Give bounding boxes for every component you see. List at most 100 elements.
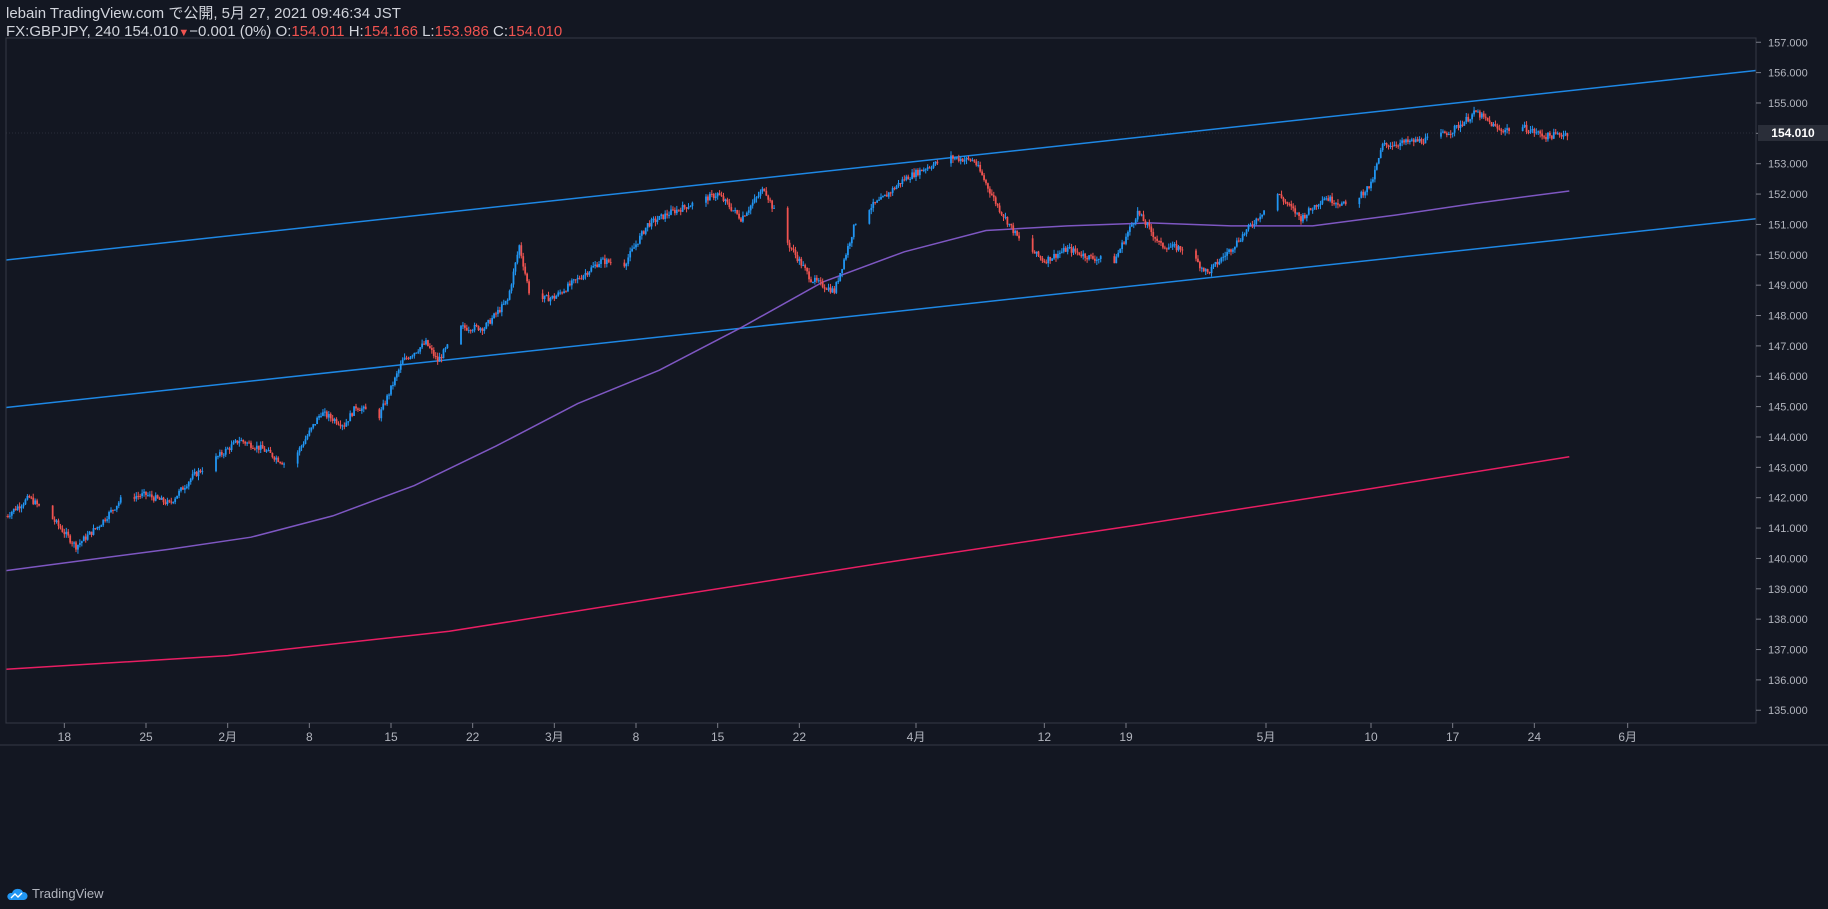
candle — [1218, 261, 1221, 265]
candle — [465, 327, 468, 331]
candle — [561, 292, 564, 294]
candle — [240, 440, 243, 442]
candle — [658, 216, 661, 220]
candle — [1115, 256, 1118, 264]
candle — [1051, 258, 1054, 261]
candle — [1261, 214, 1264, 217]
candle — [403, 357, 406, 360]
candle — [952, 155, 954, 159]
candle — [930, 167, 933, 169]
candle — [110, 509, 112, 513]
candle — [720, 195, 723, 197]
candle — [1010, 223, 1013, 226]
candle — [479, 328, 482, 331]
candle — [874, 201, 877, 203]
candle — [1391, 145, 1394, 147]
candle — [825, 288, 828, 290]
candle — [255, 445, 258, 449]
candle — [53, 519, 56, 522]
candle — [567, 283, 569, 292]
candle — [1202, 267, 1205, 272]
candle — [226, 448, 229, 450]
candle — [1383, 143, 1386, 145]
candle — [438, 356, 441, 362]
candle — [1167, 247, 1170, 250]
candle — [172, 501, 175, 503]
candle — [152, 497, 155, 501]
candle — [1531, 129, 1534, 131]
candle — [1552, 132, 1555, 139]
candle — [1097, 258, 1100, 260]
candle — [30, 497, 33, 499]
candle — [174, 498, 177, 502]
candle — [427, 340, 429, 346]
candle — [1095, 259, 1098, 261]
candle — [1311, 209, 1314, 211]
candle — [909, 178, 912, 180]
chart-header: lebain TradingView.com で公開, 5月 27, 2021 … — [6, 5, 562, 42]
candle — [827, 287, 830, 290]
candle — [386, 395, 389, 405]
y-tick-label: 144.000 — [1768, 432, 1808, 444]
x-tick-label: 2月 — [218, 730, 237, 744]
candle — [1078, 252, 1081, 255]
candle — [61, 528, 64, 533]
candle — [428, 345, 431, 349]
candle — [281, 462, 284, 465]
candle — [257, 445, 260, 450]
candle — [631, 248, 634, 252]
candle — [677, 209, 680, 211]
candle — [584, 272, 587, 276]
candle — [526, 273, 529, 282]
candle — [769, 199, 772, 201]
candle — [277, 457, 280, 462]
candle — [905, 176, 908, 180]
candle — [1012, 225, 1015, 234]
candle — [302, 443, 305, 446]
candle — [401, 359, 404, 364]
candle — [646, 223, 649, 228]
candle — [425, 340, 427, 345]
tradingview-logo[interactable]: TradingView — [6, 886, 104, 901]
candle — [1290, 204, 1293, 207]
candle — [392, 385, 394, 387]
candle — [1132, 223, 1135, 225]
y-tick-label: 151.000 — [1768, 219, 1808, 231]
candle — [244, 441, 247, 444]
candle — [250, 442, 252, 448]
candle — [1412, 139, 1415, 143]
candle — [1158, 240, 1160, 242]
candle — [88, 531, 91, 535]
candle — [992, 195, 995, 198]
plot-area[interactable] — [5, 69, 1756, 671]
candle — [57, 520, 60, 526]
candle — [1502, 131, 1505, 133]
candle — [248, 442, 250, 444]
candle — [1057, 253, 1059, 258]
candle — [512, 271, 515, 285]
candle — [320, 415, 322, 417]
candle — [92, 528, 95, 535]
candle — [792, 248, 795, 250]
candle — [979, 164, 982, 172]
candle — [312, 424, 315, 428]
candle — [609, 262, 612, 264]
candle — [1302, 214, 1304, 222]
candle — [596, 264, 599, 268]
candle — [1000, 211, 1003, 215]
candle — [1309, 208, 1312, 210]
cloud-icon — [7, 888, 28, 900]
candle — [1337, 203, 1339, 205]
y-tick-label: 155.000 — [1768, 98, 1808, 110]
candle — [145, 491, 147, 496]
candle — [913, 172, 915, 178]
candle — [829, 287, 832, 293]
candle — [1451, 132, 1454, 135]
candle — [86, 534, 89, 540]
candle — [329, 414, 332, 419]
candle — [788, 242, 791, 248]
candle — [32, 497, 35, 505]
candle — [1253, 224, 1256, 226]
candle — [605, 259, 608, 265]
